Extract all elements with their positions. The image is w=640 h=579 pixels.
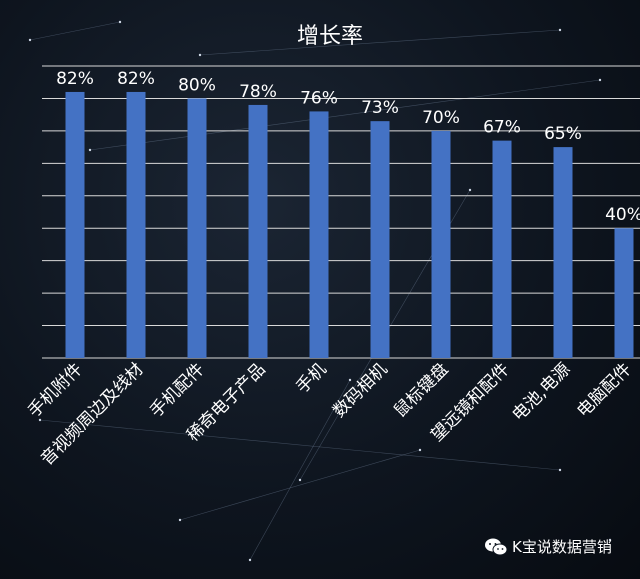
network-line (179, 449, 421, 521)
network-line (199, 29, 561, 56)
watermark-text: K宝说数据营销 (512, 538, 612, 556)
bar (65, 91, 85, 358)
star-dot (558, 468, 562, 472)
star-dot (348, 378, 352, 382)
x-tick-label: 手机附件 (24, 359, 86, 421)
network-line (29, 21, 121, 41)
bar (126, 91, 146, 358)
star-dot (198, 53, 202, 57)
data-label: 70% (422, 108, 460, 128)
bar (370, 121, 390, 359)
star-dot (118, 20, 122, 24)
bar (187, 98, 207, 358)
star-dot (298, 478, 302, 482)
x-tick-label: 手机 (292, 359, 330, 397)
star-dot (558, 28, 562, 32)
x-tick-label: 电脑配件 (573, 359, 635, 421)
x-tick-label: 数码相机 (329, 359, 391, 421)
star-dot (598, 78, 602, 82)
data-label: 80% (178, 75, 216, 95)
bar (492, 140, 512, 358)
data-label: 76% (300, 88, 338, 108)
data-label: 82% (56, 69, 94, 89)
star-dot (88, 148, 92, 152)
data-label: 65% (544, 124, 582, 144)
data-label: 67% (483, 118, 521, 138)
x-tick-label: 电池,电源 (508, 359, 574, 425)
star-dot (608, 538, 612, 542)
data-label: 82% (117, 69, 155, 89)
star-dot (178, 518, 182, 522)
data-labels: 82% 82% 80% 78% 76% 73% 70% 67% 65% 40% (56, 69, 640, 225)
network-line (249, 379, 351, 561)
bar (431, 130, 451, 358)
x-tick-label: 鼠标键盘 (390, 359, 452, 421)
data-label: 40% (605, 205, 640, 225)
wechat-icon (485, 538, 508, 555)
bar (309, 111, 329, 358)
star-dot (28, 38, 32, 42)
x-tick-label: 手机配件 (146, 359, 208, 421)
star-dot (38, 418, 42, 422)
star-dot (468, 188, 472, 192)
chart-title: 增长率 (297, 24, 363, 49)
x-tick-label: 音视频周边及线材 (37, 359, 147, 469)
star-dot (248, 558, 252, 562)
bar (248, 104, 268, 358)
star-dot (418, 448, 422, 452)
network-line (89, 79, 601, 151)
bar (553, 147, 573, 358)
data-label: 78% (239, 82, 277, 102)
network-line (39, 419, 561, 471)
watermark: K宝说数据营销 (484, 536, 612, 557)
bars (65, 91, 634, 359)
bar (614, 228, 634, 358)
data-label: 73% (361, 98, 399, 118)
